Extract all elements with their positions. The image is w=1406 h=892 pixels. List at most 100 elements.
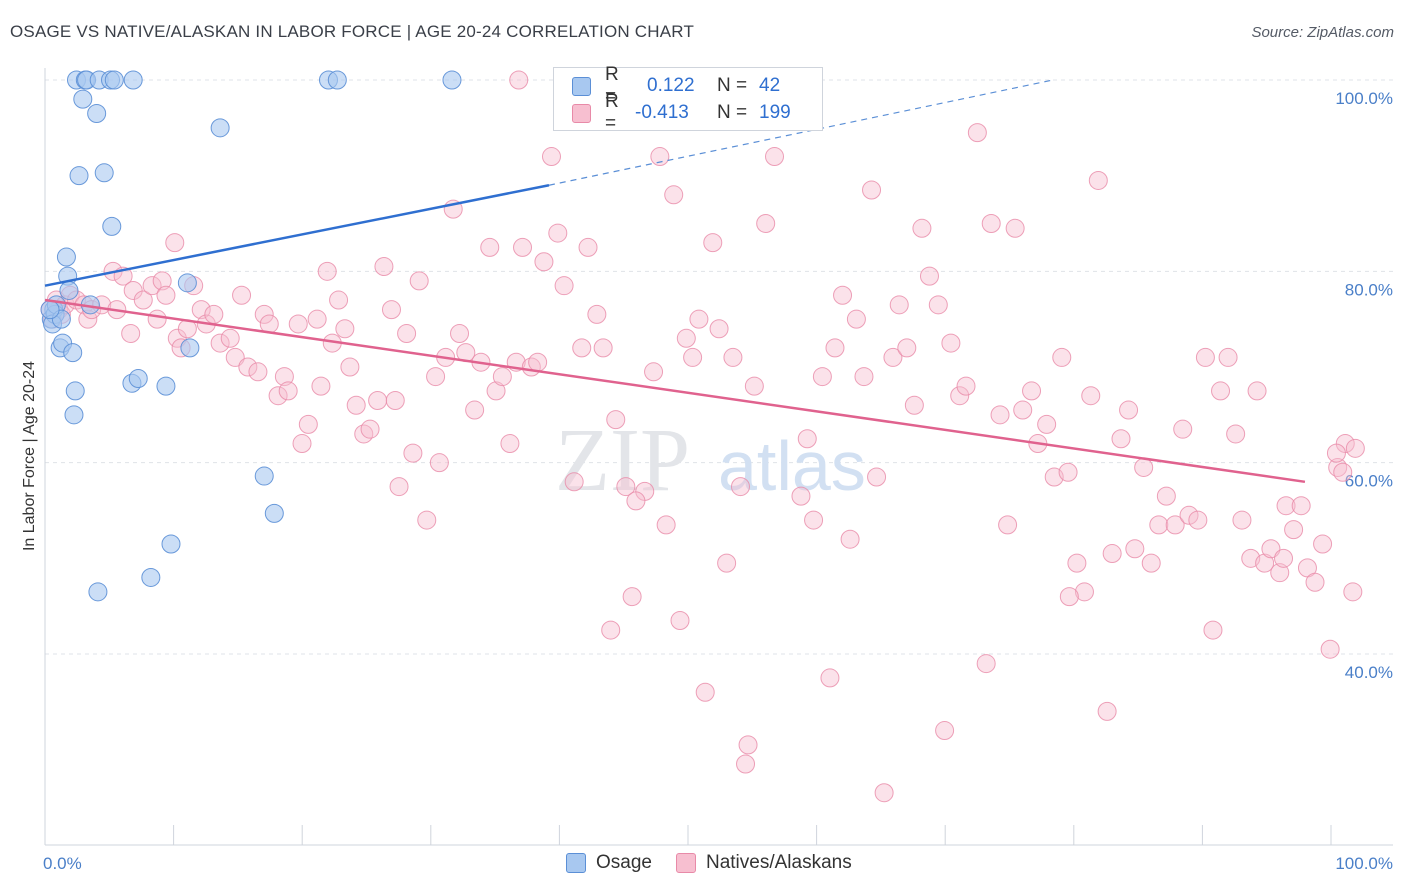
n-label: N = — [717, 102, 748, 123]
osage-point — [94, 163, 114, 183]
osage-legend-swatch — [566, 853, 586, 873]
native-point — [616, 477, 636, 497]
native-point — [765, 147, 785, 167]
osage-points — [40, 70, 462, 602]
native-point — [664, 185, 684, 205]
native-point — [730, 477, 750, 497]
native-point — [1232, 510, 1252, 530]
native-point — [385, 390, 405, 410]
native-point — [1088, 170, 1108, 190]
native-point — [1111, 429, 1131, 449]
native-point — [1141, 553, 1161, 573]
native-point — [1291, 496, 1311, 516]
native-point — [833, 285, 853, 305]
osage-point — [40, 300, 60, 320]
native-point — [156, 285, 176, 305]
native-point — [738, 735, 758, 755]
native-point — [307, 309, 327, 329]
native-point — [601, 620, 621, 640]
osage-point — [442, 70, 462, 90]
native-point — [1022, 381, 1042, 401]
trend-lines — [44, 79, 1306, 484]
y-tick-label: 40.0% — [1345, 663, 1393, 682]
native-point — [846, 309, 866, 329]
native-point — [606, 410, 626, 430]
legend-row-natives: R = -0.413 N = 199 — [572, 91, 791, 134]
native-point — [1005, 218, 1025, 238]
y-axis-title: In Labor Force | Age 20-24 — [21, 361, 38, 551]
native-point — [1059, 587, 1079, 607]
n-value: 42 — [759, 75, 781, 96]
natives-legend-label: Natives/Alaskans — [705, 852, 852, 873]
osage-point — [59, 280, 79, 300]
osage-point — [88, 582, 108, 602]
r-value: 0.122 — [647, 75, 695, 96]
native-point — [683, 347, 703, 367]
native-point — [528, 352, 548, 372]
native-point — [1226, 424, 1246, 444]
native-point — [1052, 347, 1072, 367]
natives-trend-line — [44, 298, 1306, 484]
native-point — [1188, 510, 1208, 530]
native-point — [1276, 496, 1296, 516]
native-point — [967, 123, 987, 143]
native-point — [956, 376, 976, 396]
native-point — [220, 328, 240, 348]
native-point — [123, 280, 143, 300]
native-point — [976, 654, 996, 674]
native-point — [317, 261, 337, 281]
osage-point — [73, 89, 93, 109]
native-point — [656, 515, 676, 535]
native-point — [191, 300, 211, 320]
native-point — [1058, 462, 1078, 482]
native-point — [238, 357, 258, 377]
native-point — [1305, 572, 1325, 592]
legend-item-osage[interactable]: Osage — [566, 852, 652, 874]
native-point — [1149, 515, 1169, 535]
native-point — [812, 367, 832, 387]
native-point — [397, 324, 417, 344]
legend-row-osage: R = 0.122 N = 42 — [572, 64, 781, 107]
native-point — [1179, 505, 1199, 525]
native-point — [374, 257, 394, 277]
native-point — [311, 376, 331, 396]
native-point — [670, 611, 690, 631]
native-point — [1313, 534, 1333, 554]
native-point — [1203, 620, 1223, 640]
native-point — [950, 386, 970, 406]
native-point — [381, 300, 401, 320]
native-point — [450, 324, 470, 344]
native-point — [804, 510, 824, 530]
native-point — [480, 237, 500, 257]
native-point — [1320, 639, 1340, 659]
osage-point — [141, 567, 161, 587]
osage-point — [327, 70, 347, 90]
osage-point — [87, 103, 107, 123]
native-point — [1345, 438, 1365, 458]
native-point — [541, 147, 561, 167]
native-point — [981, 214, 1001, 233]
native-point — [329, 290, 349, 310]
native-point — [676, 328, 696, 348]
source-label: Source: ZipAtlas.com — [1251, 24, 1394, 41]
native-point — [225, 347, 245, 367]
osage-point — [56, 247, 76, 267]
native-point — [268, 386, 288, 406]
native-point — [274, 367, 294, 387]
native-point — [288, 314, 308, 334]
y-tick-label: 80.0% — [1345, 280, 1393, 299]
native-point — [492, 367, 512, 387]
native-point — [409, 271, 429, 291]
watermark-text: ZIP — [555, 411, 690, 510]
legend-item-natives[interactable]: Natives/Alaskans — [675, 852, 852, 874]
native-point — [717, 553, 737, 573]
native-point — [897, 338, 917, 358]
native-point — [346, 395, 366, 415]
native-point — [756, 214, 776, 233]
native-point — [360, 419, 380, 439]
native-point — [797, 429, 817, 449]
native-point — [928, 295, 948, 315]
native-point — [919, 266, 939, 286]
native-point — [703, 233, 723, 253]
native-point — [622, 587, 642, 607]
